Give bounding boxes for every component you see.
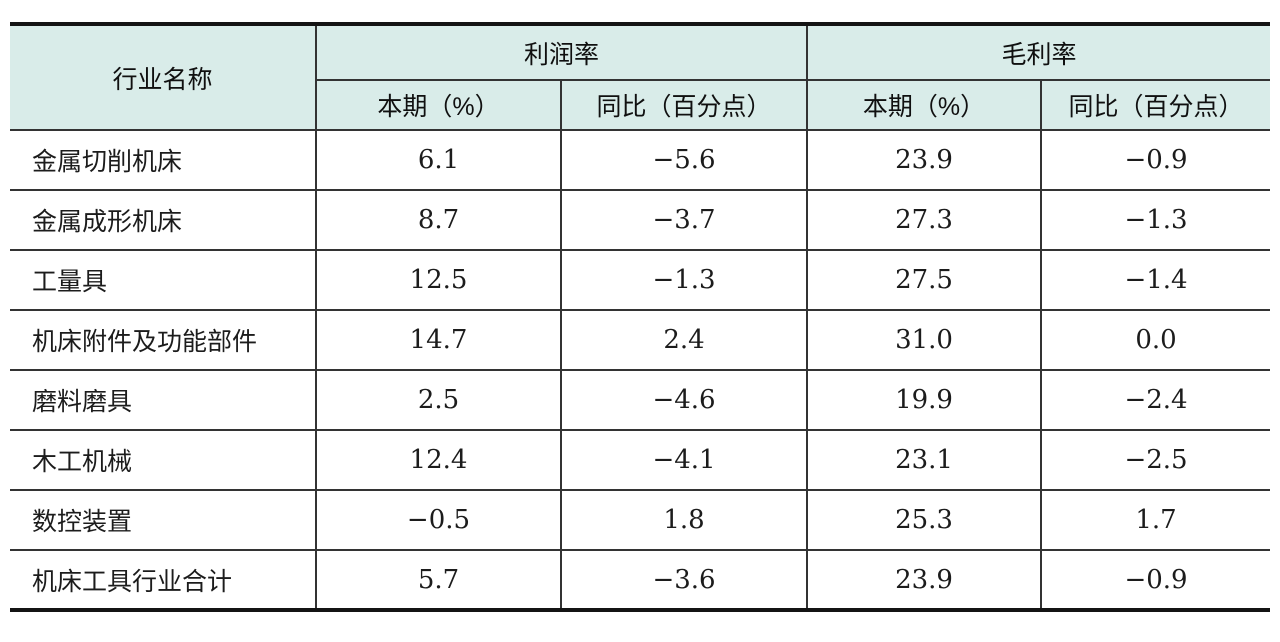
- cell-profit-current: 8.7: [315, 189, 562, 251]
- cell-profit-current: 6.1: [315, 129, 562, 191]
- cell-profit-yoy: −3.7: [559, 189, 809, 251]
- header-gross-margin-group: 毛利率: [806, 23, 1271, 81]
- header-sub-row: 本期（%） 同比（百分点） 本期（%） 同比（百分点）: [10, 79, 1271, 131]
- cell-industry: 工量具: [10, 249, 317, 311]
- table-row: 机床工具行业合计 5.7 −3.6 23.9 −0.9: [10, 549, 1271, 611]
- table-row: 金属切削机床 6.1 −5.6 23.9 −0.9: [10, 129, 1271, 191]
- table-row: 木工机械 12.4 −4.1 23.1 −2.5: [10, 429, 1271, 491]
- cell-gross-current: 27.3: [806, 189, 1043, 251]
- header-gross-current: 本期（%）: [806, 79, 1043, 131]
- cell-gross-yoy: −2.4: [1040, 369, 1271, 431]
- cell-profit-current: 12.5: [315, 249, 562, 311]
- cell-profit-yoy: −5.6: [559, 129, 809, 191]
- cell-gross-current: 27.5: [806, 249, 1043, 311]
- header-industry: 行业名称: [10, 23, 317, 131]
- cell-gross-current: 23.9: [806, 129, 1043, 191]
- cell-industry: 金属切削机床: [10, 129, 317, 191]
- cell-industry: 数控装置: [10, 489, 317, 551]
- header-profit-current: 本期（%）: [316, 79, 562, 131]
- cell-gross-current: 23.1: [806, 429, 1043, 491]
- cell-gross-current: 31.0: [806, 309, 1043, 371]
- cell-gross-current: 23.9: [806, 549, 1043, 611]
- cell-profit-current: 12.4: [315, 429, 562, 491]
- header-profit-rate-group: 利润率: [314, 23, 809, 81]
- cell-gross-yoy: −2.5: [1040, 429, 1271, 491]
- header-profit-yoy: 同比（百分点）: [559, 79, 809, 131]
- cell-gross-current: 25.3: [806, 489, 1043, 551]
- cell-profit-current: −0.5: [315, 489, 562, 551]
- cell-profit-yoy: 2.4: [559, 309, 809, 371]
- cell-profit-yoy: −4.1: [559, 429, 809, 491]
- cell-gross-yoy: 1.7: [1040, 489, 1271, 551]
- cell-profit-yoy: 1.8: [559, 489, 809, 551]
- cell-profit-yoy: −3.6: [559, 549, 809, 611]
- table-row: 磨料磨具 2.5 −4.6 19.9 −2.4: [10, 369, 1271, 431]
- cell-industry: 机床工具行业合计: [10, 549, 317, 611]
- header-group-row: 行业名称 利润率 毛利率: [10, 23, 1271, 131]
- cell-profit-yoy: −4.6: [559, 369, 809, 431]
- cell-gross-yoy: −1.4: [1040, 249, 1271, 311]
- cell-profit-current: 5.7: [315, 549, 562, 611]
- cell-industry: 木工机械: [10, 429, 317, 491]
- cell-gross-yoy: 0.0: [1040, 309, 1271, 371]
- cell-gross-current: 19.9: [806, 369, 1043, 431]
- cell-gross-yoy: −0.9: [1040, 129, 1271, 191]
- industry-profit-table: 行业名称 利润率 毛利率 本期（%） 同比（百分点） 本期（%） 同比（百分点）…: [10, 22, 1271, 612]
- table-body: 金属切削机床 6.1 −5.6 23.9 −0.9 金属成形机床 8.7 −3.…: [10, 129, 1271, 611]
- cell-profit-current: 2.5: [315, 369, 562, 431]
- cell-profit-yoy: −1.3: [559, 249, 809, 311]
- table-row: 工量具 12.5 −1.3 27.5 −1.4: [10, 249, 1271, 311]
- cell-profit-current: 14.7: [315, 309, 562, 371]
- cell-industry: 金属成形机床: [10, 189, 317, 251]
- cell-industry: 磨料磨具: [10, 369, 317, 431]
- cell-industry: 机床附件及功能部件: [10, 309, 317, 371]
- table-row: 机床附件及功能部件 14.7 2.4 31.0 0.0: [10, 309, 1271, 371]
- table-row: 金属成形机床 8.7 −3.7 27.3 −1.3: [10, 189, 1271, 251]
- table-row: 数控装置 −0.5 1.8 25.3 1.7: [10, 489, 1271, 551]
- header-gross-yoy: 同比（百分点）: [1040, 79, 1271, 131]
- cell-gross-yoy: −0.9: [1040, 549, 1271, 611]
- table-header: 行业名称 利润率 毛利率 本期（%） 同比（百分点） 本期（%） 同比（百分点）: [10, 23, 1271, 131]
- cell-gross-yoy: −1.3: [1040, 189, 1271, 251]
